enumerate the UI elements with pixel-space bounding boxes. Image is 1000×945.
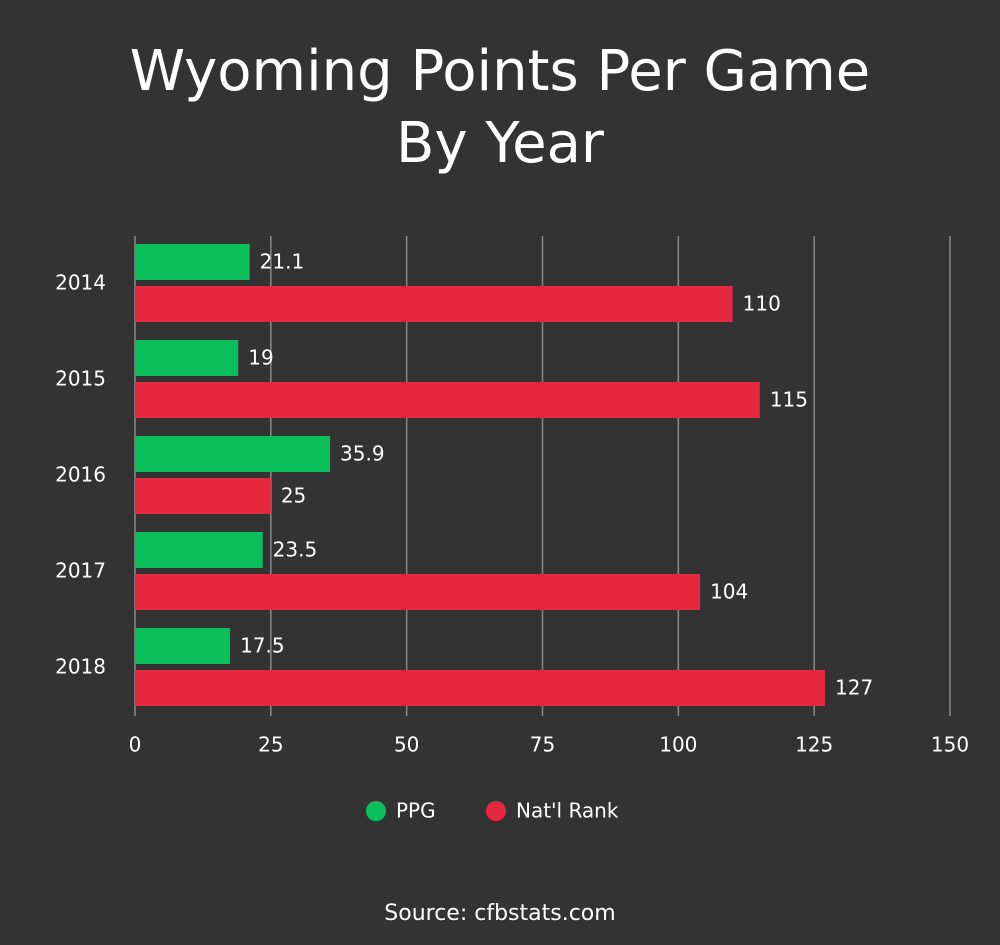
- legend-marker: [486, 801, 506, 821]
- x-tick-label: 75: [530, 733, 555, 757]
- source: Source: cfbstats.com: [384, 901, 615, 926]
- value-label: 110: [743, 292, 781, 316]
- value-label: 19: [248, 346, 273, 370]
- bar: [135, 340, 239, 376]
- chart-title: Wyoming Points Per Game By Year: [129, 39, 871, 176]
- value-label: 17.5: [240, 634, 285, 658]
- value-label: 35.9: [340, 442, 385, 466]
- bar: [135, 286, 733, 322]
- x-tick-label: 50: [394, 733, 419, 757]
- x-tick-label: 125: [795, 733, 833, 757]
- legend-marker: [366, 801, 386, 821]
- y-tick-label: 2018: [55, 655, 106, 679]
- bar: [135, 436, 331, 472]
- bar: [135, 574, 701, 610]
- x-tick-label: 25: [258, 733, 283, 757]
- x-tick-label: 150: [931, 733, 969, 757]
- y-tick-label: 2016: [55, 463, 106, 487]
- value-label: 23.5: [273, 538, 318, 562]
- x-tick-label: 100: [659, 733, 697, 757]
- legend-label: Nat'l Rank: [516, 799, 619, 823]
- value-label: 21.1: [260, 250, 305, 274]
- bar: [135, 244, 250, 280]
- x-tick-label: 0: [129, 733, 142, 757]
- bar: [135, 670, 826, 706]
- y-tick-label: 2017: [55, 559, 106, 583]
- y-tick-label: 2015: [55, 367, 106, 391]
- bar: [135, 628, 231, 664]
- bar: [135, 382, 760, 418]
- bar: [135, 478, 271, 514]
- value-label: 25: [281, 484, 306, 508]
- value-label: 104: [710, 580, 748, 604]
- legend-label: PPG: [396, 799, 436, 823]
- bar: [135, 532, 263, 568]
- value-label: 127: [835, 676, 873, 700]
- y-tick-label: 2014: [55, 271, 106, 295]
- value-label: 115: [770, 388, 808, 412]
